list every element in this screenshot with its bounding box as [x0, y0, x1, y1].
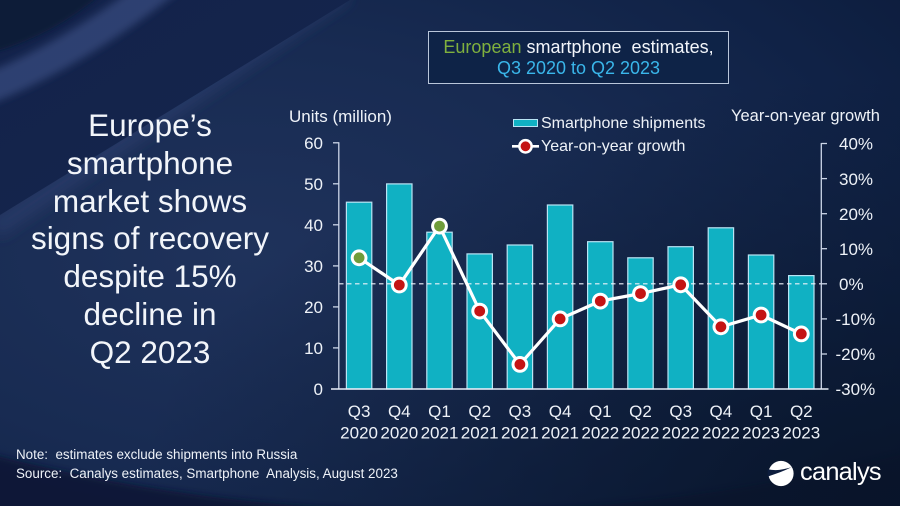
svg-text:50: 50 [304, 175, 323, 194]
svg-text:60: 60 [304, 134, 323, 153]
svg-text:canalys: canalys [800, 458, 881, 486]
svg-text:2021: 2021 [461, 423, 499, 442]
svg-text:Q1: Q1 [589, 402, 612, 421]
svg-text:Q3: Q3 [348, 402, 371, 421]
svg-text:Q2: Q2 [790, 402, 813, 421]
svg-text:2021: 2021 [501, 423, 539, 442]
svg-text:2023: 2023 [782, 423, 820, 442]
svg-text:20%: 20% [839, 205, 873, 224]
svg-text:10%: 10% [839, 240, 873, 259]
svg-text:40: 40 [304, 216, 323, 235]
svg-text:2020: 2020 [380, 423, 418, 442]
svg-text:Q4: Q4 [388, 402, 411, 421]
svg-text:30: 30 [304, 257, 323, 276]
svg-text:Q1: Q1 [428, 402, 451, 421]
svg-text:10: 10 [304, 339, 323, 358]
svg-text:2023: 2023 [742, 423, 780, 442]
svg-text:Q3: Q3 [509, 402, 532, 421]
svg-text:Q4: Q4 [549, 402, 572, 421]
svg-text:2020: 2020 [340, 423, 378, 442]
svg-text:2021: 2021 [541, 423, 579, 442]
svg-text:40%: 40% [839, 135, 873, 154]
svg-text:2022: 2022 [581, 423, 619, 442]
svg-text:-30%: -30% [836, 380, 876, 399]
svg-text:0: 0 [314, 380, 323, 399]
svg-text:Q2: Q2 [468, 402, 491, 421]
svg-text:2022: 2022 [662, 423, 700, 442]
svg-text:-20%: -20% [836, 345, 876, 364]
svg-text:0%: 0% [839, 275, 864, 294]
svg-text:2021: 2021 [421, 423, 459, 442]
svg-text:20: 20 [304, 298, 323, 317]
svg-text:Q1: Q1 [750, 402, 773, 421]
svg-text:-10%: -10% [836, 310, 876, 329]
svg-text:30%: 30% [839, 170, 873, 189]
svg-text:Q2: Q2 [629, 402, 652, 421]
svg-text:2022: 2022 [622, 423, 660, 442]
svg-text:Q4: Q4 [710, 402, 733, 421]
svg-text:Q3: Q3 [669, 402, 692, 421]
svg-text:2022: 2022 [702, 423, 740, 442]
